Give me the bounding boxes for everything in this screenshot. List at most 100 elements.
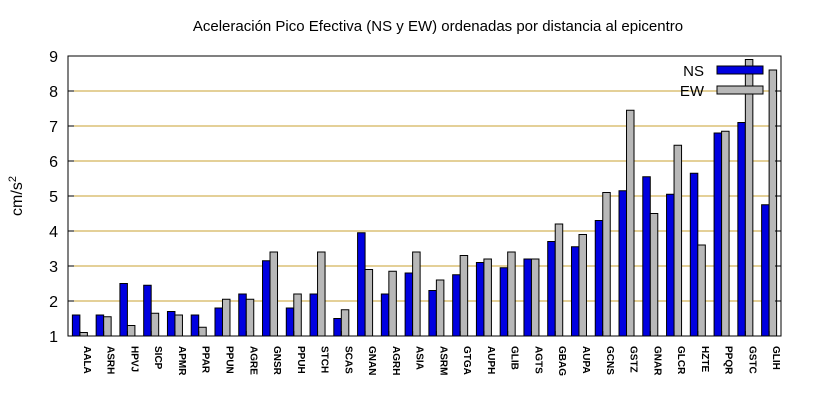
x-tick-label: AUPH [485,346,496,374]
bar-ew [721,130,730,337]
bar-ew [174,314,183,337]
bar-ew [79,332,88,337]
x-tick-label: ASIA [414,346,425,370]
x-tick-label: GLIB [509,346,520,370]
bar-ew [150,312,160,337]
bar-ew [483,258,492,337]
bar-ew [364,269,374,337]
x-tick-label: AGRH [390,346,401,375]
x-tick-label: ASRH [105,346,116,374]
bar-ew [673,144,683,337]
bar-ns [642,176,651,337]
x-tick-label: GLCR [675,346,686,375]
bar-ns [357,232,366,337]
bar-ns [594,220,604,337]
bar-ns [190,314,200,337]
x-tick-label: GNSR [271,346,282,376]
x-tick-label: GNAN [366,346,377,375]
x-tick-label: GBAG [556,346,567,376]
bar-ew [293,293,302,337]
bar-ns [404,272,414,337]
bar-ns [618,190,628,337]
x-tick-label: SCAS [342,346,353,374]
bar-ns [143,284,152,337]
x-tick-label: PPQR [723,346,734,375]
bar-ew [126,325,136,337]
x-tick-label: AGRE [247,346,258,375]
bar-ns [380,293,390,337]
x-tick-label: GSTC [746,346,757,374]
y-axis-label: cm/s2 [7,176,26,216]
x-tick-label: GLIH [770,346,781,370]
y-tick-label: 4 [49,224,58,241]
legend-label-ns: NS [683,63,704,80]
x-tick-label: ASRM [437,346,448,375]
bar-ew [530,258,540,337]
bar-ew [412,251,421,337]
x-tick-label: PPUN [223,346,234,374]
x-tick-label: AALA [81,346,92,374]
bar-ns [214,307,223,337]
bar-ns [761,204,770,337]
x-tick-label: AGTS [532,346,543,374]
bar-ns [95,314,105,337]
y-tick-label: 6 [49,154,58,171]
y-tick-label: 1 [49,329,58,346]
x-tick-label: PPUH [295,346,306,374]
x-tick-label: STCH [319,346,330,373]
y-tick-label: 2 [49,294,58,311]
bar-ns [523,258,532,337]
bar-ew [626,109,635,337]
bar-ew [388,270,397,337]
x-tick-label: SICP [152,346,163,370]
y-tick-label: 8 [49,84,58,101]
x-tick-label: GTGA [461,346,472,375]
bar-ns [547,241,556,337]
bar-ns [570,246,580,337]
bar-ew [744,59,754,337]
bar-ew [103,316,112,337]
chart-title: Aceleración Pico Efectiva (NS y EW) orde… [193,18,683,35]
bars [71,59,778,337]
y-tick-label: 5 [49,189,58,206]
bar-ew [602,192,611,337]
bar-ns [452,274,461,337]
legend-swatch-ns [716,65,764,75]
bar-ns [475,262,485,337]
bar-ew [221,298,231,337]
y-axis-label-exponent: 2 [7,176,19,182]
bar-ew [340,309,350,337]
legend-swatch-ew [716,85,764,95]
y-axis-ticks: 1 2 3 4 5 6 7 8 9 [49,49,781,346]
bar-ns [285,307,295,337]
bar-ns [262,260,271,337]
bar-ew [649,213,659,337]
bar-ns [499,267,509,337]
bar-ew [507,251,516,337]
bar-ew [459,255,469,337]
x-tick-label: APMR [176,346,187,376]
bar-ns [737,122,746,337]
x-tick-label: PPAR [200,346,211,374]
bar-ew [317,251,326,337]
x-tick-label: GCNS [604,346,615,375]
x-tick-label: GNAR [651,346,662,376]
y-tick-label: 3 [49,259,58,276]
x-tick-label: HPVJ [128,346,139,372]
bar-ns [333,318,342,337]
bar-ew [269,251,279,337]
y-tick-label: 9 [49,49,58,66]
bar-ns [166,311,176,337]
y-tick-label: 7 [49,119,58,136]
bar-ew [245,298,255,337]
x-tick-label: AUPA [580,346,591,374]
x-axis-ticks: AALA ASRH HPVJ SICP APMR PPAR PPUN AGRE GNSR PPUH… [79,331,781,376]
y-axis-label-unit: cm/s [9,182,26,216]
bar-ns [71,314,81,337]
x-tick-label: HZTE [699,346,710,372]
bar-ew [578,234,587,337]
bar-ew [697,244,706,337]
bar-ns [309,293,319,337]
bar-ns [713,132,723,337]
